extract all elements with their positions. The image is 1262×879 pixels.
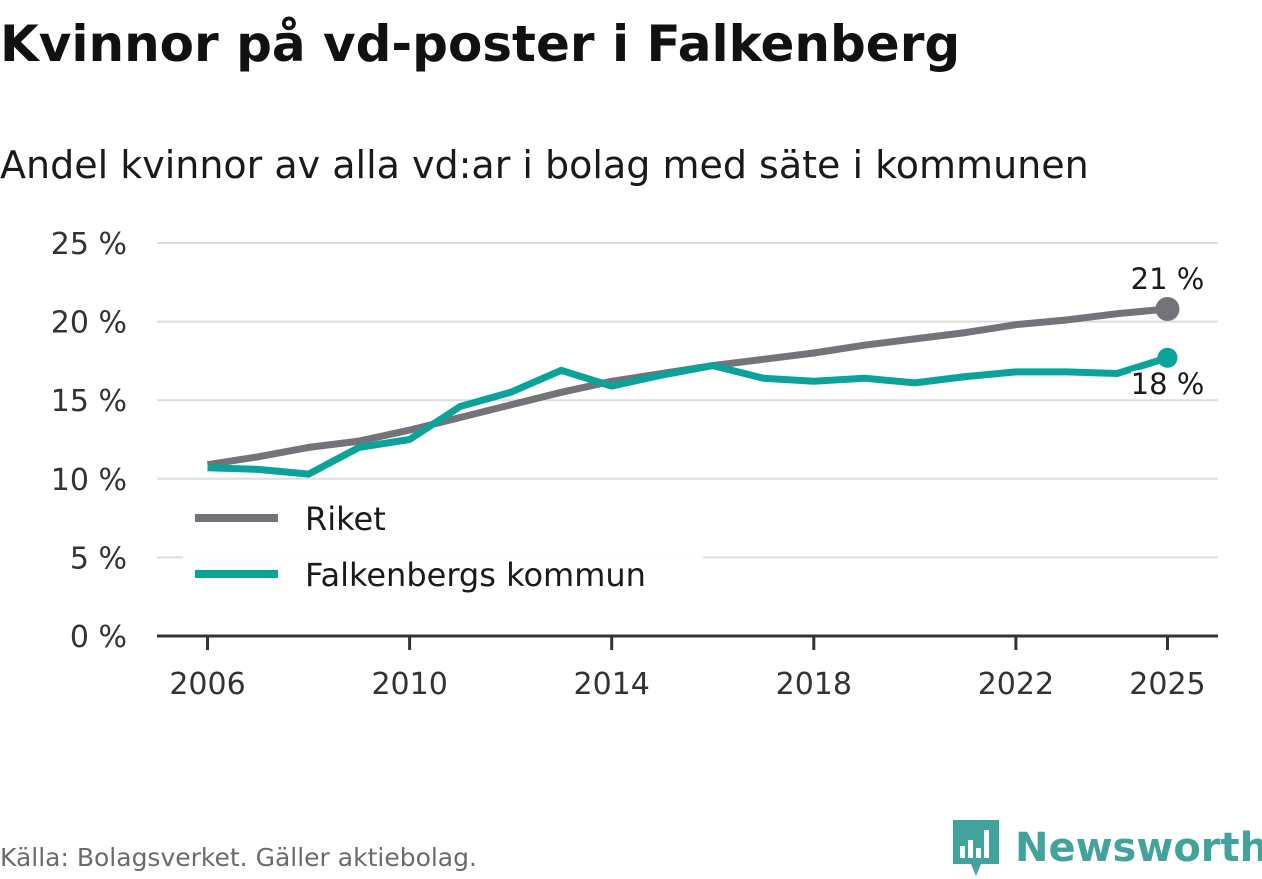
x-tick-label: 2014 (574, 667, 650, 702)
series-end-marker (1155, 297, 1180, 322)
legend-label: Falkenbergs kommun (305, 556, 646, 594)
series-end-label: 21 % (1131, 262, 1205, 296)
brand-name: Newsworthy (1015, 825, 1262, 871)
x-tick-label: 2006 (169, 667, 245, 702)
x-tick-label: 2010 (371, 667, 447, 702)
y-tick-label: 0 % (70, 620, 127, 655)
source-note: Källa: Bolagsverket. Gäller aktiebolag. (0, 843, 477, 872)
y-tick-label: 5 % (70, 541, 127, 576)
x-tick-label: 2025 (1129, 667, 1205, 702)
series-end-marker (1157, 347, 1178, 368)
x-tick-label: 2022 (978, 667, 1054, 702)
newsworthy-logo-icon (953, 820, 999, 876)
y-tick-label: 10 % (51, 463, 127, 498)
legend-label: Riket (305, 500, 386, 538)
series-end-label: 18 % (1131, 367, 1205, 401)
series-line (206, 305, 1168, 469)
series-line (207, 354, 1169, 478)
y-tick-label: 20 % (51, 306, 127, 341)
line-chart: 0 % 5 % 10 % 15 % 20 % 25 % 2006 2010 2014 2018 20… (51, 227, 1218, 702)
x-tick-label: 2018 (776, 667, 852, 702)
y-tick-label: 25 % (51, 227, 127, 262)
y-tick-label: 15 % (51, 384, 127, 419)
brand-logo: Newsworthy (951, 818, 1262, 878)
chart-subtitle: Andel kvinnor av alla vd:ar i bolag med … (0, 143, 1089, 187)
legend-background (183, 490, 703, 608)
chart-title: Kvinnor på vd-poster i Falkenberg (0, 15, 961, 73)
